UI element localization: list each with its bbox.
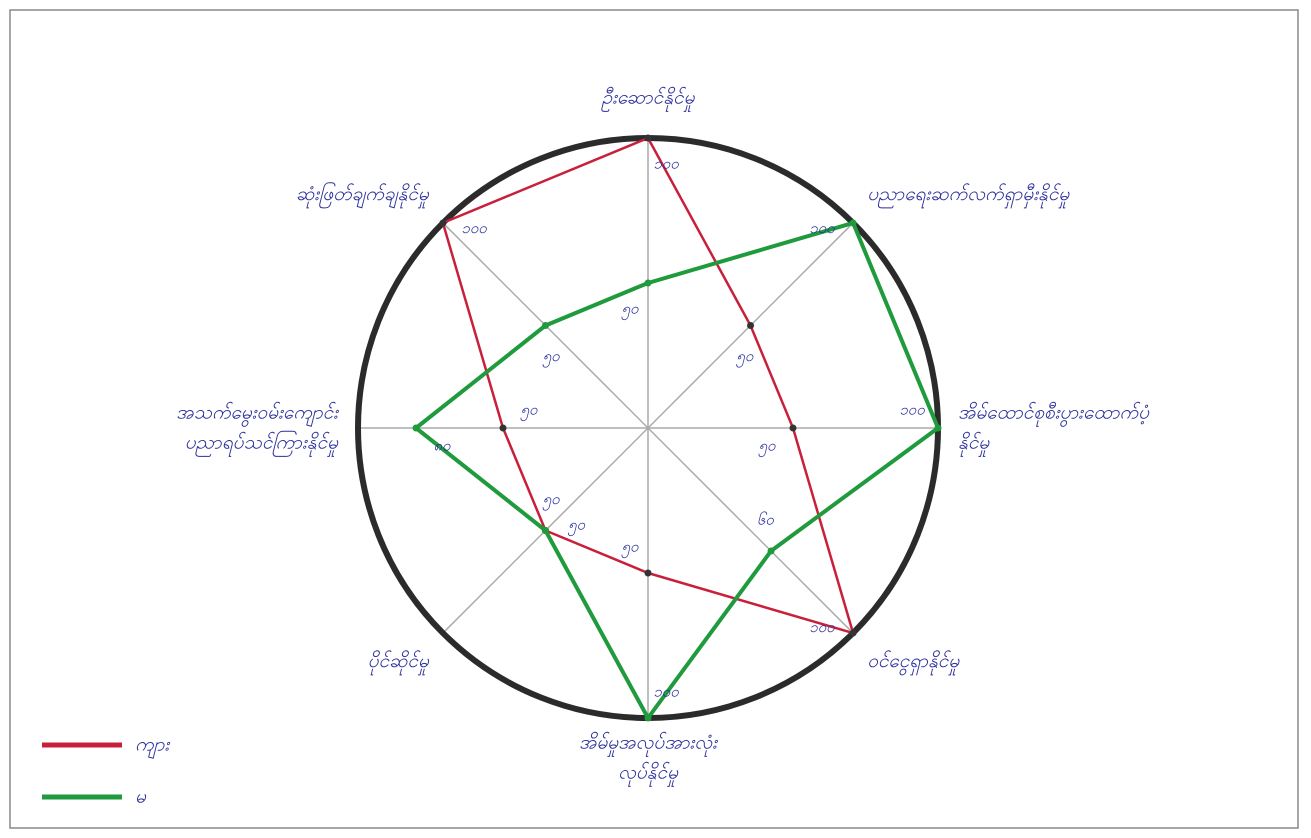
value-label: ၆၀ [757, 510, 774, 528]
spoke [647, 427, 854, 634]
data-point [541, 527, 549, 535]
value-label: ၅၀ [621, 538, 639, 559]
category-label: ပညာရပ်သင်ကြားနိုင်မှု [185, 431, 339, 458]
data-point [439, 219, 447, 227]
value-label: ၁၀၀ [653, 683, 679, 701]
value-label: ၁၀၀ [653, 155, 679, 173]
data-point [767, 547, 775, 555]
data-point [541, 321, 549, 329]
value-label: ၁၀၀ [809, 219, 835, 237]
value-label: ၅၀ [758, 437, 776, 458]
value-label: ၅၀ [520, 401, 538, 422]
category-label: ဦးဆောင်နိုင်မှု [601, 87, 696, 113]
data-point [644, 279, 652, 287]
data-point [747, 321, 755, 329]
data-point [849, 629, 857, 637]
category-label: အိမ်မှုအလုပ်အားလုံး [579, 732, 718, 758]
value-label: ၁၀၀ [899, 401, 925, 419]
data-point [499, 424, 507, 432]
value-label: ၈၀ [433, 437, 451, 455]
category-label: ဝင်ငွေရှာနိုင်မှု [867, 650, 960, 676]
page-border [9, 9, 1299, 829]
legend-label: မ [135, 786, 147, 808]
category-label: ပညာရေးဆက်လက်ရှာမှီးနိုင်မှု [867, 183, 1070, 209]
value-label: ၅၀ [567, 515, 585, 536]
data-point [644, 714, 652, 722]
data-point [934, 424, 942, 432]
value-label: ၁၀၀ [809, 618, 835, 636]
legend-label: ကျား [135, 734, 170, 760]
category-label: ပိုင်ဆိုင်မှု [368, 650, 430, 676]
data-point [789, 424, 797, 432]
data-point [644, 134, 652, 142]
category-label: ဆုံးဖြတ်ချက်ချနိုင်မှု [296, 182, 430, 209]
value-label: ၁၀၀ [461, 219, 487, 237]
category-label: အိမ်ထောင်စုစီးပွားထောက်ပံ့ [958, 402, 1150, 428]
value-label: ၅၀ [735, 347, 753, 368]
data-point [849, 219, 857, 227]
data-point [412, 424, 420, 432]
category-label: လုပ်နိုင်မှု [618, 762, 679, 788]
value-label: ၅၀ [542, 347, 560, 368]
value-label: ၅၀ [542, 490, 560, 511]
category-label: အသက်မွေးဝမ်းကျောင်း [176, 402, 339, 428]
data-point [644, 569, 652, 577]
category-label: နိုင်မှု [958, 432, 990, 458]
value-label: ၅၀ [621, 300, 639, 321]
